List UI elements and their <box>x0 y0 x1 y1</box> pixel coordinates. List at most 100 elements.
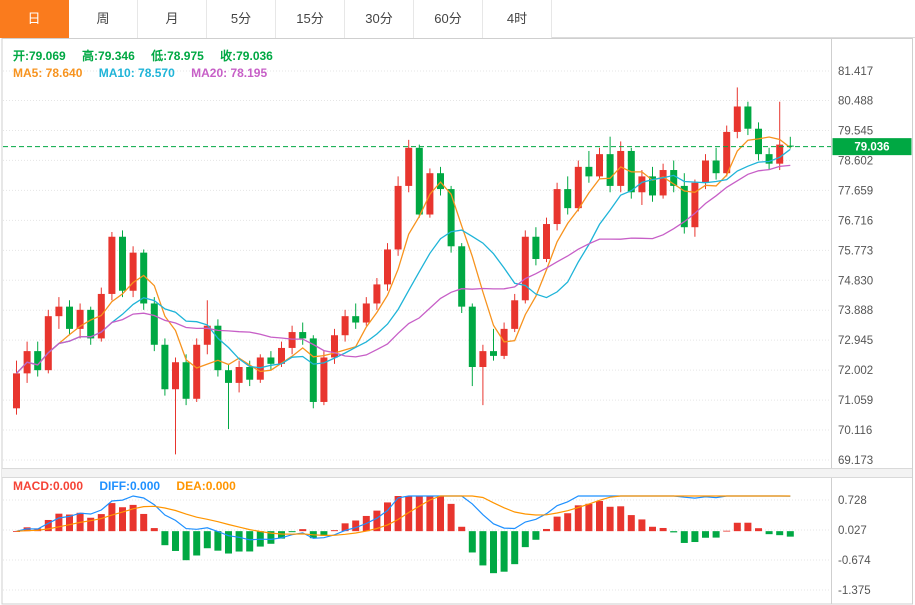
price-axis-label: 77.659 <box>838 185 873 197</box>
macd-bar <box>193 531 201 556</box>
price-axis-label: 78.602 <box>838 155 873 167</box>
panel-separator <box>2 469 912 477</box>
macd-bar <box>288 531 296 533</box>
candle-body <box>140 252 148 304</box>
macd-bar <box>638 519 646 532</box>
macd-bar <box>320 531 328 536</box>
macd-bar <box>606 506 614 532</box>
dea-value: DEA:0.000 <box>176 479 236 493</box>
candle-body <box>405 147 413 186</box>
candle-body <box>299 332 307 339</box>
macd-bar <box>235 531 243 552</box>
macd-bar <box>744 522 752 532</box>
macd-bar <box>225 531 232 554</box>
diff-value: DIFF:0.000 <box>99 479 161 493</box>
candle-body <box>606 154 614 186</box>
macd-bar <box>437 496 444 532</box>
timeframe-tabbar: 日 周 月 5分 15分 30分 60分 4时 <box>0 0 915 38</box>
candle-body <box>150 303 158 345</box>
tab-15min[interactable]: 15分 <box>276 0 345 38</box>
macd-bar <box>13 531 20 532</box>
candle-body <box>712 160 720 174</box>
candle-body <box>786 145 794 147</box>
tab-60min[interactable]: 60分 <box>414 0 483 38</box>
macd-bar <box>649 526 656 532</box>
price-tag-text: 79.036 <box>854 142 889 154</box>
dea-line <box>16 495 791 537</box>
macd-bar <box>384 502 391 532</box>
macd-bar <box>543 528 550 532</box>
candle-body <box>543 224 550 259</box>
macd-bar <box>596 500 603 532</box>
macd-bar <box>712 531 720 538</box>
tab-day[interactable]: 日 <box>0 0 69 38</box>
macd-bar <box>87 517 95 532</box>
candle-body <box>733 106 741 132</box>
candlestick-chart-canvas[interactable]: 81.417 80.488 79.545 78.602 77.659 76.716 75.7… <box>0 38 915 605</box>
price-axis-label: 69.173 <box>838 455 873 467</box>
candle-body <box>331 335 338 358</box>
candle-body <box>458 246 466 307</box>
macd-bar <box>786 531 794 537</box>
price-axis-label: 72.002 <box>838 365 873 377</box>
candle-body <box>617 150 625 186</box>
macd-bar <box>426 496 434 532</box>
candle-body <box>66 306 73 329</box>
candle-body <box>309 338 317 402</box>
price-axis-label: 73.888 <box>838 305 873 317</box>
macd-bar <box>511 531 519 565</box>
macd-bar <box>278 531 285 539</box>
candle-body <box>490 351 497 356</box>
macd-bar <box>627 515 635 532</box>
ma20-line <box>16 164 791 374</box>
macd-bar <box>119 507 126 532</box>
macd-bar <box>574 505 582 532</box>
macd-bar <box>659 527 667 532</box>
macd-bar <box>415 496 423 532</box>
open-value: 开:79.069 <box>13 49 66 63</box>
candle-body <box>55 306 63 317</box>
tab-30min[interactable]: 30分 <box>345 0 414 38</box>
macd-bar <box>670 531 678 533</box>
candle-body <box>225 370 232 383</box>
ma10-line <box>16 148 791 374</box>
candle-body <box>574 166 582 209</box>
macd-bar <box>161 531 169 546</box>
close-value: 收:79.036 <box>220 49 273 63</box>
tab-week[interactable]: 周 <box>69 0 138 38</box>
tab-month[interactable]: 月 <box>138 0 207 38</box>
macd-bar <box>521 531 529 548</box>
macd-bar <box>532 531 540 540</box>
macd-bar <box>447 503 455 532</box>
candle-body <box>596 154 603 177</box>
macd-histogram <box>13 496 794 574</box>
macd-readout: MACD:0.000 DIFF:0.000 DEA:0.000 <box>13 479 249 493</box>
candles <box>13 87 794 455</box>
candle-body <box>755 128 762 155</box>
macd-bar <box>490 531 497 574</box>
candle-body <box>203 325 211 345</box>
candle-body <box>680 185 688 228</box>
macd-bar <box>55 513 63 532</box>
macd-bar <box>246 531 254 552</box>
macd-bar <box>129 504 137 532</box>
price-axis-label: 75.773 <box>838 245 873 257</box>
macd-bar <box>150 528 158 532</box>
candle-body <box>214 325 222 371</box>
ohlc-readout: 开:79.069 高:79.346 低:78.975 收:79.036 <box>13 47 286 64</box>
price-axis-label: 81.417 <box>838 66 873 78</box>
macd-bar <box>172 531 179 551</box>
low-value: 低:78.975 <box>151 49 204 63</box>
price-axis-label: 72.945 <box>838 335 873 347</box>
tab-4hour[interactable]: 4时 <box>483 0 552 38</box>
macd-bar <box>267 531 275 544</box>
candle-body <box>13 373 20 409</box>
macd-bar <box>680 531 688 543</box>
price-axis-labels: 81.417 80.488 79.545 78.602 77.659 76.716 75.7… <box>838 66 873 467</box>
tab-5min[interactable]: 5分 <box>207 0 276 38</box>
candle-body <box>564 189 572 209</box>
chart-frame <box>1 38 913 605</box>
macd-bar <box>723 530 731 532</box>
outer-border <box>1 38 913 605</box>
